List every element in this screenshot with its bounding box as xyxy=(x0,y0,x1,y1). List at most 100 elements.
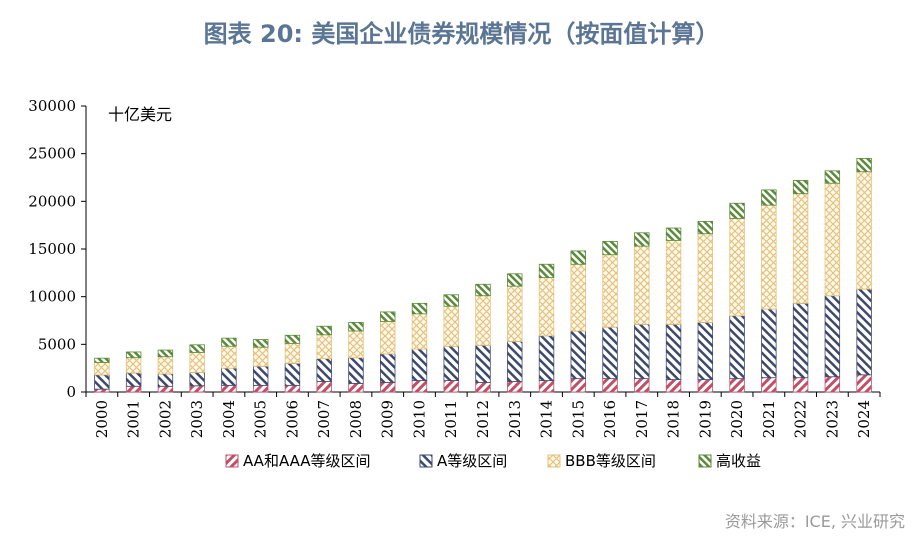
bar-segment-1 xyxy=(380,353,396,383)
x-tick-label: 2004 xyxy=(220,400,238,438)
bar-segment-1 xyxy=(189,372,205,387)
legend-label-3: 高收益 xyxy=(716,452,761,470)
bar-segment-2 xyxy=(157,356,174,375)
bar-segment-2 xyxy=(284,342,301,364)
bar-segment-0 xyxy=(284,384,301,393)
bar-segment-1 xyxy=(475,344,491,383)
bar-segment-3 xyxy=(125,351,142,359)
x-tick-label: 2018 xyxy=(665,400,683,438)
bar-segment-1 xyxy=(697,322,714,381)
bar-segment-2 xyxy=(94,362,110,376)
bar-segment-3 xyxy=(348,322,364,332)
bar-segment-3 xyxy=(602,240,618,256)
x-tick-label: 2010 xyxy=(410,400,428,438)
bar-segment-2 xyxy=(824,182,841,297)
bar-segment-0 xyxy=(570,378,586,393)
legend-swatch-0 xyxy=(225,454,239,468)
bar-segment-1 xyxy=(348,357,364,384)
x-tick-label: 2017 xyxy=(633,400,651,438)
x-tick-label: 2008 xyxy=(347,400,365,438)
bar-segment-0 xyxy=(380,382,396,393)
bar-segment-0 xyxy=(665,379,682,393)
x-tick-label: 2001 xyxy=(125,400,143,438)
bar-segment-2 xyxy=(570,263,586,332)
bar-segment-0 xyxy=(443,380,459,393)
bar-segment-0 xyxy=(824,376,841,393)
bar-segment-3 xyxy=(538,263,555,278)
y-tick-label: 20000 xyxy=(28,192,76,210)
bar-segment-1 xyxy=(411,348,428,381)
bar-segment-1 xyxy=(602,326,618,380)
bar-segment-3 xyxy=(380,311,396,322)
bar-segment-1 xyxy=(443,345,459,381)
bar-segment-2 xyxy=(221,345,237,369)
x-tick-label: 2011 xyxy=(442,400,460,438)
bar-segment-0 xyxy=(761,377,777,393)
bar-segment-1 xyxy=(157,373,174,387)
bar-segment-3 xyxy=(665,227,682,241)
bar-segment-1 xyxy=(221,367,237,386)
bar-segment-2 xyxy=(380,321,396,355)
bar-segment-2 xyxy=(443,305,459,347)
bar-segment-0 xyxy=(221,384,237,393)
x-tick-label: 2006 xyxy=(283,400,301,438)
bar-segment-0 xyxy=(125,385,142,393)
bar-segment-0 xyxy=(634,378,650,393)
x-tick-label: 2016 xyxy=(601,400,619,438)
bar-segment-0 xyxy=(729,378,745,393)
bar-segment-2 xyxy=(348,330,364,359)
bar-segment-2 xyxy=(729,218,745,317)
bar-segment-2 xyxy=(856,171,872,290)
bar-segment-0 xyxy=(475,382,491,393)
y-tick-label: 0 xyxy=(66,383,76,401)
bar-segment-2 xyxy=(697,233,714,323)
bar-segment-1 xyxy=(316,358,332,382)
bar-segment-2 xyxy=(189,352,205,373)
x-tick-label: 2003 xyxy=(188,400,206,438)
source-note: 资料来源：ICE, 兴业研究 xyxy=(724,512,905,531)
y-tick-label: 10000 xyxy=(28,288,76,306)
bar-segment-1 xyxy=(570,330,586,380)
bar-segment-0 xyxy=(507,381,523,393)
bar-segment-3 xyxy=(729,202,745,219)
x-tick-label: 2007 xyxy=(315,400,333,438)
bar-segment-1 xyxy=(284,362,301,386)
bar-segment-3 xyxy=(189,344,205,353)
bar-segment-2 xyxy=(602,254,618,328)
bar-segment-3 xyxy=(507,273,523,287)
bar-segment-3 xyxy=(252,339,269,348)
bar-segment-0 xyxy=(189,385,205,393)
y-unit-label: 十亿美元 xyxy=(108,105,172,124)
bar-segment-3 xyxy=(221,337,237,347)
bar-segment-1 xyxy=(761,308,777,379)
x-tick-label: 2024 xyxy=(855,400,873,438)
bar-segment-0 xyxy=(602,378,618,393)
y-tick-label: 25000 xyxy=(28,145,76,163)
chart-title: 图表 20: 美国企业债券规模情况（按面值计算） xyxy=(203,20,720,48)
bar-segment-1 xyxy=(729,315,745,380)
bar-segment-2 xyxy=(316,334,332,360)
bar-segment-3 xyxy=(761,189,777,206)
bar-segment-2 xyxy=(411,313,428,350)
bar-segment-1 xyxy=(824,295,841,378)
x-tick-label: 2023 xyxy=(823,400,841,438)
bar-segment-2 xyxy=(538,277,555,337)
bar-segment-0 xyxy=(411,380,428,393)
legend-swatch-2 xyxy=(547,454,561,468)
bar-segment-2 xyxy=(634,245,650,325)
bar-segment-0 xyxy=(157,385,174,393)
bar-segment-2 xyxy=(792,193,809,304)
bar-segment-3 xyxy=(697,220,714,235)
bar-segment-3 xyxy=(94,357,110,363)
bar-segment-3 xyxy=(856,158,872,173)
x-tick-label: 2012 xyxy=(474,400,492,438)
bar-segment-1 xyxy=(507,341,523,382)
y-tick-label: 30000 xyxy=(28,97,76,115)
bar-segment-0 xyxy=(348,383,364,393)
bar-segment-0 xyxy=(792,377,809,393)
bar-segment-3 xyxy=(157,349,174,358)
bar-segment-1 xyxy=(252,365,269,386)
bar-segment-3 xyxy=(824,170,841,184)
legend-swatch-1 xyxy=(419,454,433,468)
